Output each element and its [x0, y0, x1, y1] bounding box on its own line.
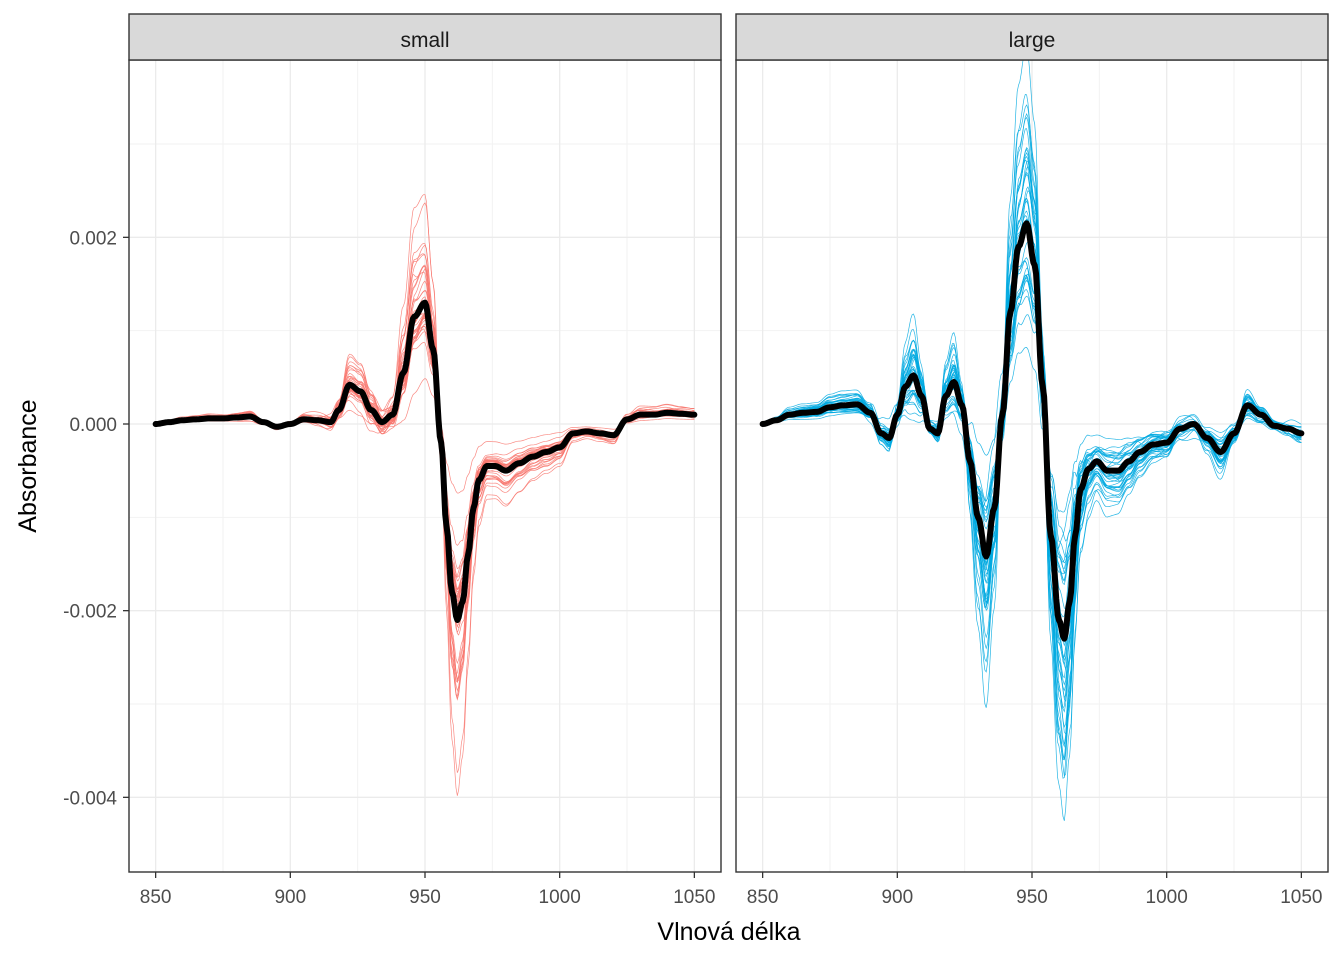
x-tick-label: 850: [747, 887, 779, 908]
x-tick-label: 950: [1016, 887, 1048, 908]
panel-small: small 850 900 950 1000 1050 0.002 0.000 -0.002 -0…: [63, 13, 722, 908]
facet-strip: [128, 13, 722, 61]
mean-spectrum-line: [152, 299, 698, 623]
panels-layer: small 850 900 950 1000 1050 0.002 0.000 -0.002 -0…: [63, 13, 1329, 908]
facet-strip-label: large: [1009, 29, 1056, 52]
x-tick-label: 850: [140, 887, 172, 908]
panel-large: large 850 900 950 1000 1050: [735, 13, 1329, 908]
spectrum-line: [155, 202, 695, 773]
facet-strip-label: small: [400, 29, 449, 52]
x-tick-label: 900: [881, 887, 913, 908]
y-tick-label: 0.000: [69, 415, 117, 436]
y-tick-label: -0.004: [63, 788, 117, 809]
spectrum-line: [762, 113, 1302, 760]
gridlines: [129, 60, 721, 872]
spectrum-line: [155, 378, 695, 494]
x-tick-label: 1000: [539, 887, 581, 908]
y-tick-label: 0.002: [69, 228, 117, 249]
facet-strip: [735, 13, 1329, 61]
spectrum-line: [762, 44, 1302, 821]
x-tick-label: 950: [409, 887, 441, 908]
spectrum-line: [762, 314, 1302, 542]
y-axis: 0.002 0.000 -0.002 -0.004: [63, 228, 129, 809]
spectrum-line: [762, 347, 1302, 513]
x-tick-label: 1050: [673, 887, 715, 908]
x-tick-label: 1000: [1146, 887, 1188, 908]
mean-spectrum-line: [759, 220, 1305, 642]
spectrum-line: [762, 273, 1302, 574]
y-axis-title: Absorbance: [14, 399, 42, 532]
x-tick-label: 1050: [1280, 887, 1322, 908]
individual-spectra: [762, 44, 1302, 821]
spectrum-line: [762, 94, 1302, 761]
x-axis-title: Vlnová délka: [657, 918, 800, 946]
y-tick-label: -0.002: [63, 602, 117, 623]
x-axis: 850 900 950 1000 1050: [140, 872, 716, 908]
x-tick-label: 900: [274, 887, 306, 908]
x-axis: 850 900 950 1000 1050: [747, 872, 1323, 908]
